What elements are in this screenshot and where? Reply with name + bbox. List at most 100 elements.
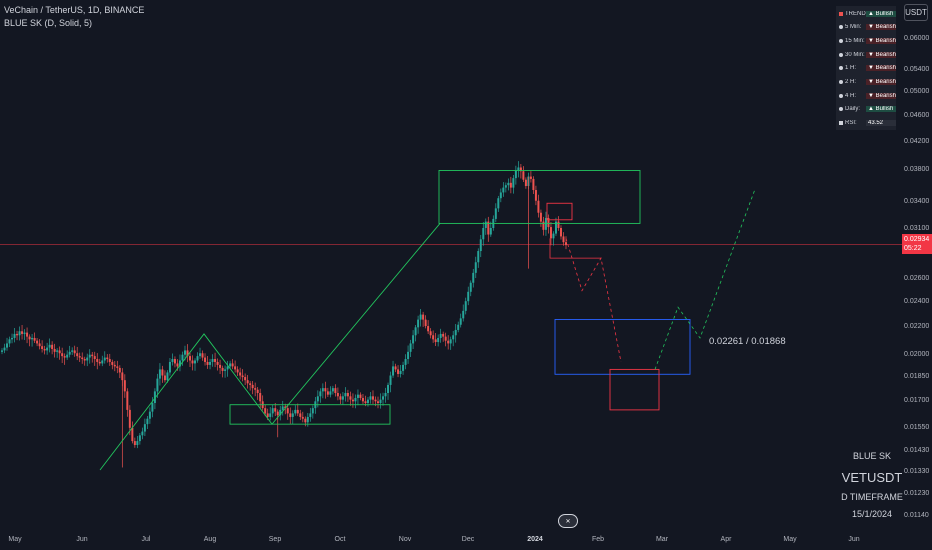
candle bbox=[402, 361, 405, 375]
candle bbox=[136, 435, 139, 449]
candle bbox=[163, 370, 166, 383]
candle-body bbox=[166, 372, 169, 381]
trend-row-value: ▲ Bullish bbox=[866, 10, 896, 17]
candle bbox=[429, 328, 432, 339]
currency-button[interactable]: USDT bbox=[904, 4, 928, 21]
candle-body bbox=[399, 370, 402, 374]
candle-body bbox=[209, 361, 212, 365]
candle bbox=[38, 339, 41, 350]
candle bbox=[554, 217, 557, 236]
candle-body bbox=[78, 356, 81, 358]
candle-body bbox=[487, 221, 490, 235]
candle bbox=[31, 334, 34, 347]
candle-body bbox=[321, 388, 324, 392]
candle-body bbox=[477, 251, 480, 263]
candle bbox=[53, 343, 56, 358]
candle-body bbox=[447, 340, 450, 344]
candle-body bbox=[457, 324, 460, 330]
x-tick-label: Oct bbox=[334, 536, 346, 543]
trend-row-value: ▼ Bearish bbox=[866, 92, 896, 99]
candle-body bbox=[103, 357, 106, 361]
candle bbox=[23, 329, 26, 340]
candle bbox=[199, 347, 202, 359]
indicator-label[interactable]: BLUE SK (D, Solid, 5) bbox=[4, 18, 93, 28]
candle-body bbox=[489, 227, 492, 235]
candle bbox=[331, 385, 334, 395]
candle bbox=[259, 388, 262, 409]
candle bbox=[28, 334, 31, 347]
y-tick-label: 0.02200 bbox=[904, 323, 930, 331]
bar-countdown: 05:22 bbox=[904, 245, 922, 252]
candle bbox=[341, 391, 344, 405]
candle bbox=[151, 397, 154, 418]
candle bbox=[432, 330, 435, 343]
candle-body bbox=[93, 356, 96, 360]
candle bbox=[254, 382, 257, 397]
candle-body bbox=[346, 393, 349, 397]
candle-body bbox=[269, 413, 272, 417]
candle bbox=[108, 353, 111, 366]
candle-body bbox=[374, 399, 377, 402]
candle bbox=[439, 328, 442, 343]
candle-body bbox=[324, 388, 327, 392]
candle bbox=[6, 337, 9, 351]
candle bbox=[379, 393, 382, 409]
candle-body bbox=[356, 394, 359, 398]
green-range-box bbox=[229, 404, 391, 425]
candle-body bbox=[301, 416, 304, 419]
candle bbox=[279, 405, 282, 421]
candle-body bbox=[559, 227, 562, 237]
tradingview-logo-icon[interactable]: ✕ bbox=[558, 514, 578, 528]
candle-body bbox=[21, 331, 24, 334]
candle-body bbox=[36, 340, 39, 344]
candle bbox=[143, 418, 146, 436]
candle-body bbox=[387, 384, 390, 394]
candle bbox=[454, 324, 457, 343]
candle bbox=[133, 437, 136, 448]
candle-body bbox=[341, 396, 344, 400]
y-tick-label: 0.02600 bbox=[904, 275, 930, 283]
candle-body bbox=[459, 318, 462, 325]
candle-body bbox=[514, 170, 517, 179]
candle-body bbox=[41, 346, 44, 350]
candle bbox=[48, 338, 51, 353]
y-tick-label: 0.01230 bbox=[904, 490, 930, 498]
trend-row-value: ▼ Bearish bbox=[866, 24, 896, 31]
candle bbox=[349, 391, 352, 406]
candle-body bbox=[246, 380, 249, 384]
candle bbox=[178, 354, 181, 372]
candle-body bbox=[274, 408, 277, 412]
candle bbox=[534, 185, 537, 206]
watermark-brand: BLUE SK bbox=[852, 451, 892, 461]
x-tick-label: Apr bbox=[720, 536, 732, 543]
candle bbox=[351, 393, 354, 408]
candle bbox=[98, 358, 101, 366]
candle-body bbox=[26, 332, 29, 337]
candle bbox=[51, 341, 54, 355]
candle bbox=[58, 346, 61, 360]
candle-body bbox=[281, 406, 284, 410]
candle bbox=[161, 365, 164, 383]
candle-body bbox=[409, 343, 412, 352]
watermark-date: 15/1/2024 bbox=[851, 509, 893, 519]
candle bbox=[369, 391, 372, 404]
candle-body bbox=[532, 178, 535, 191]
candle bbox=[304, 416, 307, 427]
candle-body bbox=[161, 369, 164, 376]
candle-body bbox=[414, 327, 417, 336]
candle-body bbox=[68, 351, 71, 355]
candle bbox=[311, 405, 314, 419]
candle-body bbox=[106, 357, 109, 360]
candle bbox=[189, 352, 191, 367]
candle-body bbox=[256, 389, 259, 394]
trend-row: 5 Min: ▼ Bearish bbox=[836, 21, 896, 34]
red-bracket-line bbox=[549, 238, 601, 259]
candle bbox=[537, 194, 540, 218]
watermark-timeframe: D TIMEFRAME bbox=[841, 492, 903, 502]
candle-body bbox=[354, 397, 357, 402]
candle-body bbox=[474, 262, 477, 273]
candle bbox=[324, 381, 327, 399]
candle-body bbox=[397, 369, 400, 374]
candle-body bbox=[156, 378, 159, 392]
